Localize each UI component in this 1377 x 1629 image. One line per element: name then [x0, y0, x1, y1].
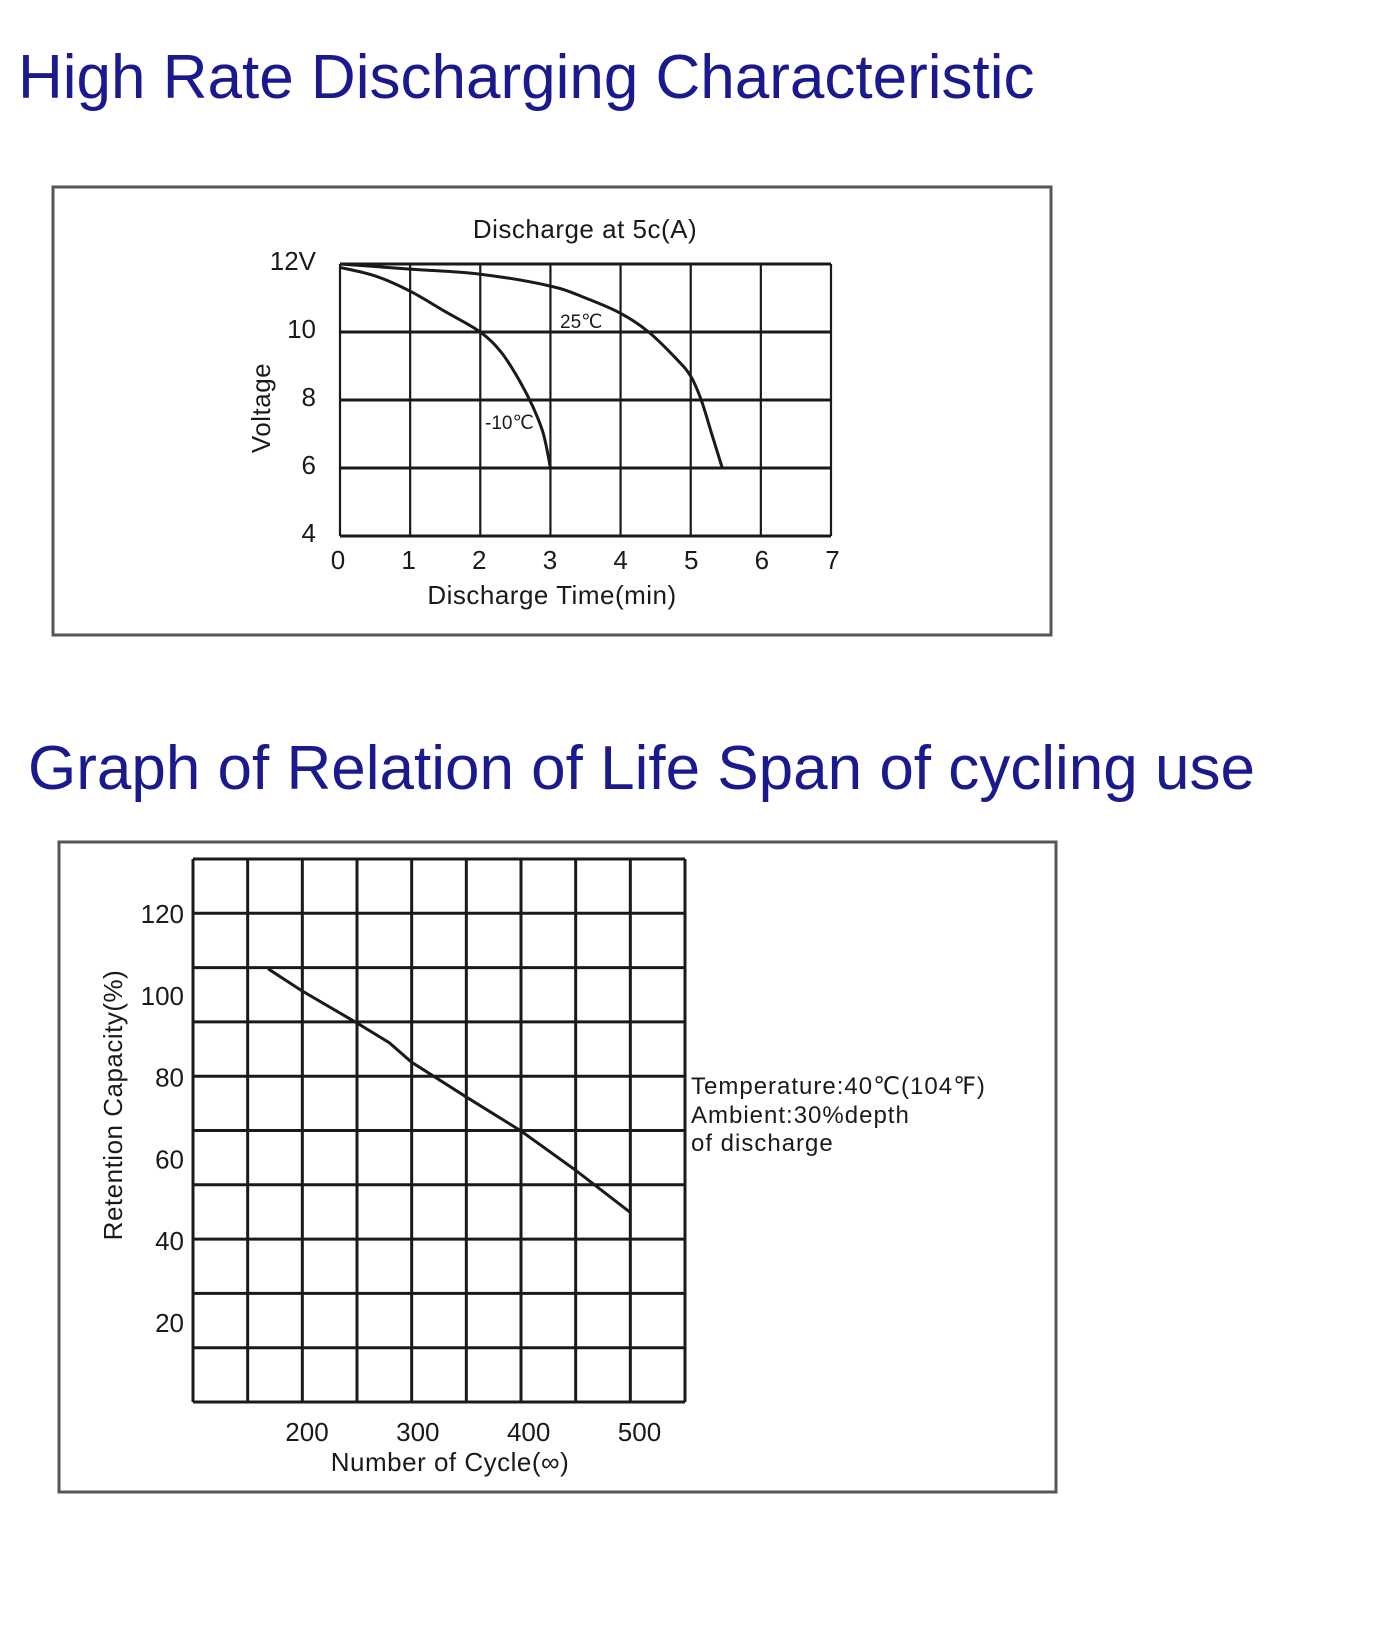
chart1-series-line-25c [339, 262, 724, 469]
chart2-y-tick-label: 100 [141, 981, 184, 1011]
chart2-x-tick-label: 200 [285, 1417, 328, 1447]
series-label-25c: 25℃ [560, 312, 602, 333]
chart2-x-axis-label: Number of Cycle(∞) [331, 1447, 569, 1477]
chart1-x-tick-label: 4 [613, 545, 627, 575]
annotation-of-discharge: of discharge [691, 1130, 834, 1157]
chart1-x-tick-label: 1 [401, 545, 415, 575]
chart1-x-tick-label: 5 [684, 545, 698, 575]
cycle-life-chart: 120 100 80 60 40 20 200 300 400 500 Retention Ca… [57, 840, 1058, 1494]
chart2-x-tick-label: 500 [618, 1417, 661, 1447]
chart2-x-ticks: 200 300 400 500 [285, 1417, 661, 1447]
chart2-series [267, 967, 631, 1214]
chart1-y-ticks: 12V 10 8 6 4 [270, 246, 317, 548]
chart1-y-tick-label: 4 [302, 518, 316, 548]
chart1-series-line-minus10c [339, 265, 552, 469]
annotation-temperature: Temperature:40℃(104℉) [691, 1073, 986, 1100]
chart1-y-tick-label: 10 [287, 314, 316, 344]
chart2-y-tick-label: 120 [141, 899, 184, 929]
section-title-life-span-cycling: Graph of Relation of Life Span of cyclin… [28, 734, 1255, 803]
chart1-x-tick-label: 3 [543, 545, 557, 575]
chart2-y-tick-label: 40 [155, 1226, 184, 1256]
chart1-title: Discharge at 5c(A) [473, 214, 697, 244]
section-title-high-rate-discharging: High Rate Discharging Characteristic [18, 43, 1035, 112]
chart1-grid [338, 262, 833, 538]
chart1-x-tick-label: 7 [825, 545, 839, 575]
chart1-y-axis-label: Voltage [246, 363, 276, 453]
annotation-ambient: Ambient:30%depth [691, 1102, 910, 1129]
chart2-y-axis-label: Retention Capacity(%) [98, 970, 128, 1241]
chart1-y-tick-label: 6 [302, 450, 316, 480]
chart2-x-tick-label: 400 [507, 1417, 550, 1447]
chart2-series-line [267, 967, 631, 1214]
chart2-y-tick-label: 60 [155, 1144, 184, 1174]
chart1-series [339, 262, 724, 469]
chart2-y-tick-label: 80 [155, 1063, 184, 1093]
chart2-y-tick-label: 20 [155, 1308, 184, 1338]
chart1-x-ticks: 0 1 2 3 4 5 6 7 [331, 545, 840, 575]
chart1-x-tick-label: 2 [472, 545, 486, 575]
chart1-x-tick-label: 0 [331, 545, 345, 575]
chart1-x-tick-label: 6 [755, 545, 769, 575]
chart2-y-ticks: 120 100 80 60 40 20 [141, 899, 184, 1338]
discharge-chart: Discharge at 5c(A) 12V 10 8 6 4 0 1 2 3 4 5 6 7 Vol… [51, 185, 1053, 637]
chart2-frame [57, 840, 1058, 1494]
chart1-x-axis-label: Discharge Time(min) [427, 580, 676, 610]
series-label-minus10c: -10℃ [485, 413, 534, 434]
chart2-grid [191, 857, 687, 1404]
chart1-frame [51, 185, 1053, 637]
chart1-y-tick-label: 12V [270, 246, 317, 276]
chart1-y-tick-label: 8 [302, 382, 316, 412]
chart2-x-tick-label: 300 [396, 1417, 439, 1447]
